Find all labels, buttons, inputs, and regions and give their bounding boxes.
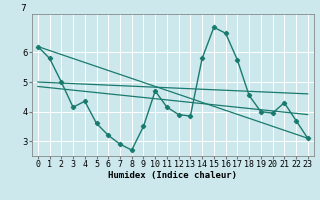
Text: 7: 7: [20, 4, 26, 13]
X-axis label: Humidex (Indice chaleur): Humidex (Indice chaleur): [108, 171, 237, 180]
